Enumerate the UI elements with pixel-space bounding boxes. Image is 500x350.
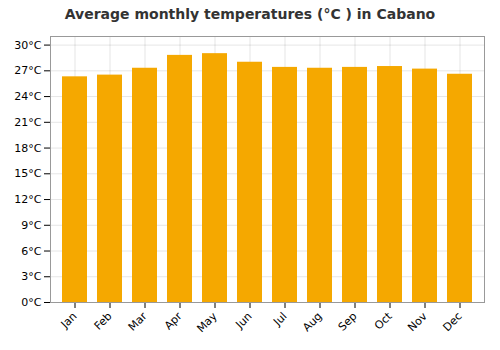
svg-text:6°C: 6°C (21, 245, 41, 258)
svg-text:Dec: Dec (440, 310, 464, 334)
svg-text:May: May (194, 309, 220, 335)
svg-text:Sep: Sep (336, 310, 360, 334)
svg-text:Feb: Feb (92, 310, 115, 333)
svg-text:3°C: 3°C (21, 270, 41, 283)
svg-text:12°C: 12°C (14, 193, 41, 206)
svg-text:24°C: 24°C (14, 90, 41, 103)
svg-text:21°C: 21°C (14, 116, 41, 129)
svg-text:27°C: 27°C (14, 64, 41, 77)
svg-text:Aug: Aug (300, 310, 324, 334)
svg-text:Jun: Jun (233, 310, 255, 332)
svg-text:Nov: Nov (405, 309, 430, 334)
svg-text:Jan: Jan (58, 310, 80, 332)
svg-text:Jul: Jul (270, 310, 289, 329)
svg-text:30°C: 30°C (14, 39, 41, 52)
svg-text:Apr: Apr (162, 309, 185, 332)
svg-text:Oct: Oct (372, 309, 395, 332)
svg-text:Mar: Mar (126, 309, 150, 333)
html-text:Average monthly temperatures (: Average monthly temperatures (°C ) in Ca… (64, 6, 436, 22)
svg-text:9°C: 9°C (21, 219, 41, 232)
svg-text:0°C: 0°C (21, 296, 41, 309)
svg-text:18°C: 18°C (14, 142, 41, 155)
svg-text:15°C: 15°C (14, 167, 41, 180)
